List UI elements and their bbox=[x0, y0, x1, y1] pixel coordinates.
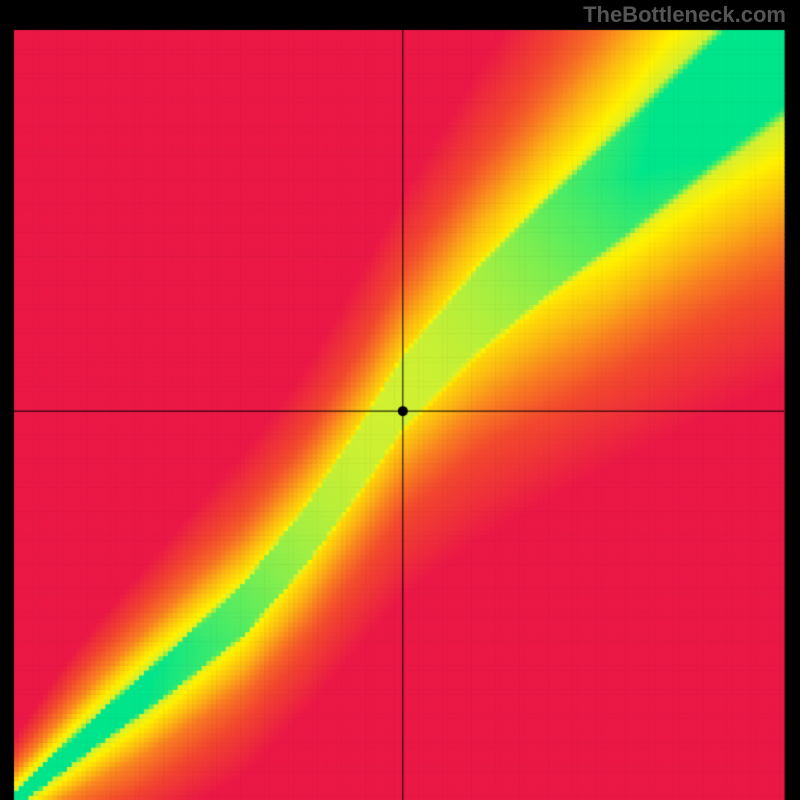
bottleneck-heatmap bbox=[0, 0, 800, 800]
watermark-text: TheBottleneck.com bbox=[583, 2, 786, 28]
